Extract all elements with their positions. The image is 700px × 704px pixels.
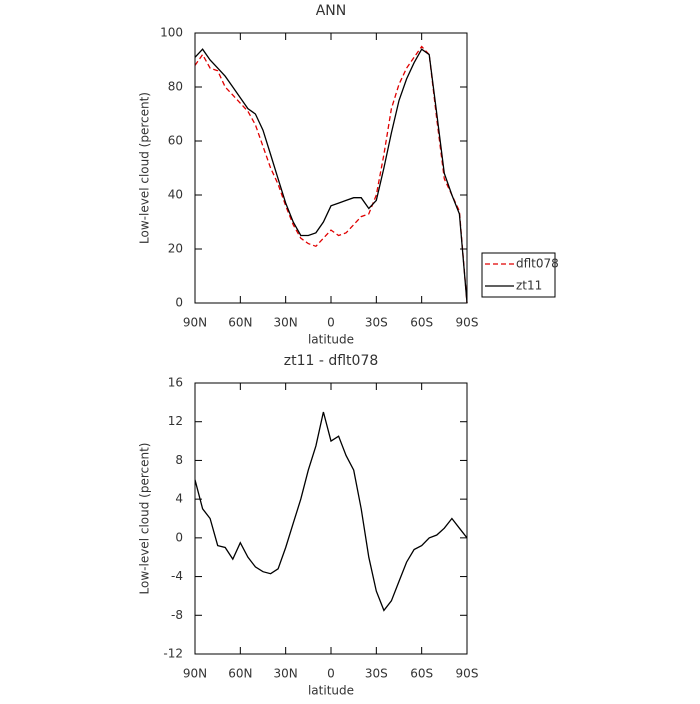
y-tick-label: 8 <box>175 453 183 467</box>
x-tick-label: 30N <box>274 316 298 330</box>
y-tick-label: 0 <box>175 296 183 310</box>
x-tick-label: 30S <box>365 667 388 681</box>
y-tick-label: 4 <box>175 492 183 506</box>
x-tick-label: 90N <box>183 316 207 330</box>
y-tick-label: -8 <box>171 608 183 622</box>
x-tick-label: 0 <box>327 667 335 681</box>
y-tick-label: 40 <box>168 188 183 202</box>
y-tick-label: 12 <box>168 414 183 428</box>
x-tick-label: 90N <box>183 667 207 681</box>
y-axis-label: Low-level cloud (percent) <box>138 443 152 595</box>
plot-frame <box>194 382 468 655</box>
x-tick-label: 0 <box>327 316 335 330</box>
plot-frame <box>194 32 468 304</box>
chart-title: zt11 - dflt078 <box>284 353 379 369</box>
legend-label: dflt078 <box>516 257 559 271</box>
x-axis-label: latitude <box>308 333 354 347</box>
x-tick-label: 60N <box>228 316 252 330</box>
data-line <box>194 45 468 304</box>
legend-box <box>481 252 556 298</box>
y-axis-label: Low-level cloud (percent) <box>138 92 152 244</box>
x-tick-label: 90S <box>456 316 479 330</box>
x-tick-label: 60S <box>410 667 433 681</box>
x-tick-label: 90S <box>456 667 479 681</box>
chart-title: ANN <box>316 3 347 19</box>
y-tick-label: 100 <box>160 26 183 40</box>
y-tick-label: -4 <box>171 569 183 583</box>
data-line <box>194 411 468 612</box>
x-tick-label: 30S <box>365 316 388 330</box>
x-axis-label: latitude <box>308 684 354 698</box>
y-tick-label: 20 <box>168 242 183 256</box>
x-tick-label: 60N <box>228 667 252 681</box>
y-tick-label: 16 <box>168 376 183 390</box>
x-tick-label: 60S <box>410 316 433 330</box>
y-tick-label: 80 <box>168 80 183 94</box>
y-tick-label: -12 <box>163 647 183 661</box>
y-tick-label: 0 <box>175 530 183 544</box>
x-tick-label: 30N <box>274 667 298 681</box>
data-line <box>194 48 468 304</box>
y-tick-label: 60 <box>168 134 183 148</box>
legend-label: zt11 <box>516 279 542 293</box>
